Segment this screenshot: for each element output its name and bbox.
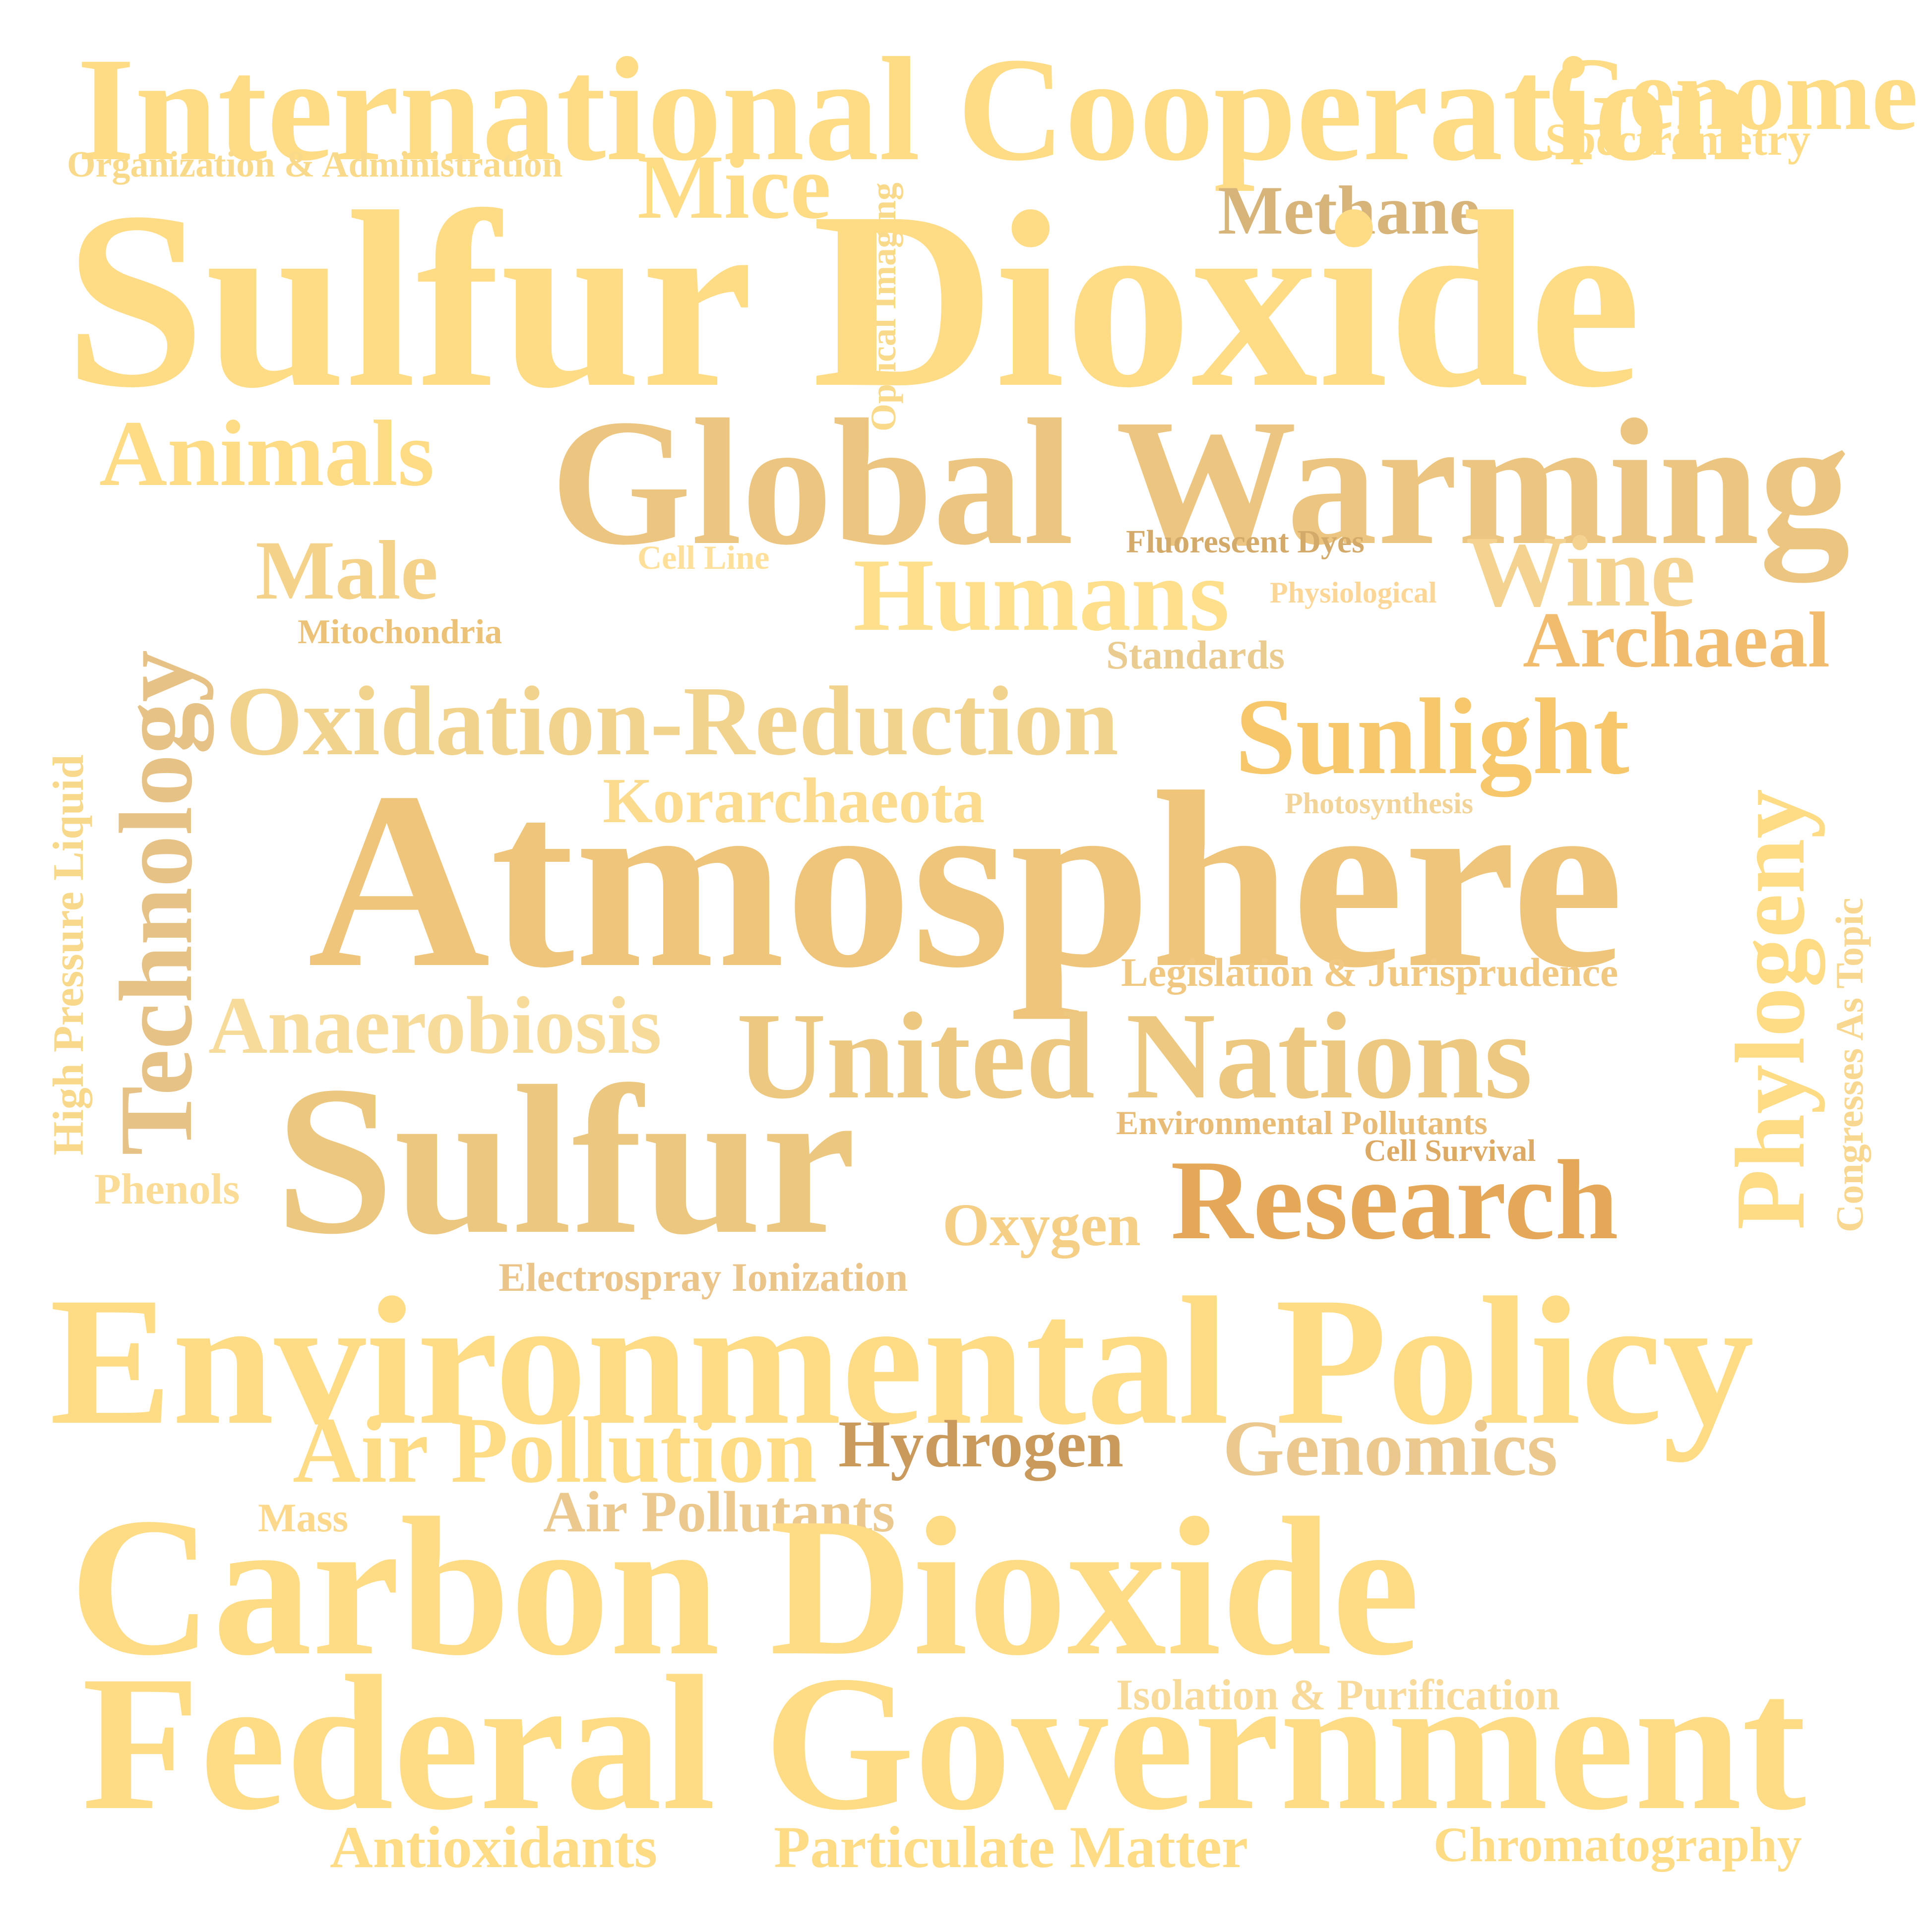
- word-congresses-as-topic: Congresses As Topic: [1828, 898, 1871, 1232]
- word-atmosphere: Atmosphere: [308, 740, 1624, 1020]
- word-cell-survival: Cell Survival: [1364, 1134, 1536, 1168]
- word-isolation-purification: Isolation & Purification: [1116, 1671, 1560, 1719]
- word-technology: Technology: [99, 650, 214, 1155]
- word-environmental-policy: Environmental Policy: [50, 1260, 1754, 1463]
- word-organization-administration: Organization & Administration: [67, 144, 563, 185]
- word-animals: Animals: [99, 402, 435, 506]
- word-fluorescent-dyes: Fluorescent Dyes: [1126, 524, 1365, 560]
- word-united-nations: United Nations: [737, 987, 1533, 1125]
- word-photosynthesis: Photosynthesis: [1285, 787, 1474, 820]
- word-cell-line: Cell Line: [637, 539, 770, 576]
- word-sulfur-dioxide: Sulfur Dioxide: [64, 160, 1641, 440]
- word-global-warming: Global Warming: [551, 382, 1850, 582]
- word-mitochondria: Mitochondria: [298, 613, 502, 651]
- word-sunlight: Sunlight: [1235, 676, 1629, 797]
- word-genome: Genome: [1548, 37, 1918, 152]
- word-antioxidants: Antioxidants: [330, 1814, 658, 1880]
- word-mass: Mass: [258, 1495, 349, 1540]
- word-environmental-pollutants: Environmental Pollutants: [1116, 1104, 1488, 1142]
- word-anaerobiosis: Anaerobiosis: [208, 980, 662, 1071]
- word-electrospray-ionization: Electrospray Ionization: [499, 1255, 908, 1300]
- word-humans: Humans: [853, 538, 1230, 653]
- word-spectrometry: Spectrometry: [1545, 114, 1810, 165]
- word-high-pressure-liquid: High Pressure Liquid: [45, 754, 93, 1156]
- word-methane: Methane: [1218, 172, 1480, 249]
- word-phenols: Phenols: [94, 1165, 240, 1213]
- word-legislation-jurisprudence: Legislation & Jurisprudence: [1121, 950, 1619, 995]
- word-male: Male: [255, 524, 438, 617]
- word-particulate-matter: Particulate Matter: [774, 1814, 1248, 1880]
- word-chromatography: Chromatography: [1433, 1817, 1802, 1872]
- word-air-pollutants: Air Pollutants: [543, 1479, 895, 1544]
- word-oxygen: Oxygen: [942, 1192, 1141, 1259]
- word-sulfur: Sulfur: [275, 1042, 856, 1278]
- word-archaeal: Archaeal: [1523, 596, 1830, 684]
- word-korarchaeota: Korarchaeota: [603, 765, 985, 837]
- word-standards: Standards: [1106, 632, 1285, 677]
- word-wine: Wine: [1466, 515, 1696, 628]
- word-mice: Mice: [637, 136, 831, 238]
- word-federal-government: Federal Government: [82, 1636, 1807, 1850]
- word-research: Research: [1171, 1137, 1619, 1263]
- word-genomics: Genomics: [1223, 1404, 1558, 1492]
- word-carbon-dioxide: Carbon Dioxide: [69, 1477, 1420, 1696]
- word-oxidation-reduction: Oxidation-Reduction: [226, 666, 1119, 776]
- word-physiological: Physiological: [1270, 576, 1437, 609]
- word-international-cooperation: International Cooperation: [77, 27, 1751, 191]
- word-hydrogen: Hydrogen: [838, 1407, 1124, 1481]
- word-air-pollution: Air Pollution: [293, 1398, 817, 1503]
- word-phylogeny: Phylogeny: [1716, 789, 1825, 1230]
